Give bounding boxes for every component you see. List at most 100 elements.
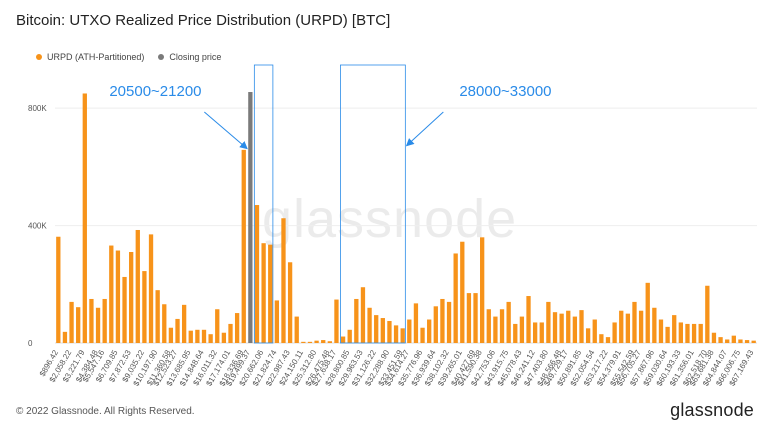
bar[interactable] [486,309,491,343]
bar[interactable] [499,309,505,343]
bar[interactable] [208,334,213,343]
bar[interactable] [638,310,644,343]
bar[interactable] [374,315,379,343]
bar[interactable] [62,331,68,343]
bar[interactable] [181,304,187,343]
bar[interactable] [129,252,134,343]
bar[interactable] [493,316,498,343]
bar[interactable] [281,218,286,343]
bar[interactable] [552,312,558,343]
bar[interactable] [393,325,399,343]
bar[interactable] [294,316,299,343]
bar[interactable] [195,329,200,343]
bar[interactable] [665,326,670,343]
bar[interactable] [605,337,611,343]
bar[interactable] [698,323,703,343]
bar[interactable] [433,306,438,343]
bar[interactable] [625,313,631,343]
bar[interactable] [731,335,736,343]
bar[interactable] [526,296,531,343]
bar[interactable] [82,93,87,343]
bar[interactable] [314,340,319,343]
bar[interactable] [632,301,637,343]
bar[interactable] [109,245,114,343]
bar[interactable] [122,276,127,343]
bar[interactable] [566,310,571,343]
bar[interactable] [678,322,683,343]
glassnode-logo[interactable]: glassnode [670,400,754,420]
bar[interactable] [268,244,273,343]
bar[interactable] [327,341,332,343]
bar[interactable] [155,290,160,343]
bar[interactable] [407,319,412,343]
bar[interactable] [658,319,664,343]
bar[interactable] [188,330,193,343]
bar[interactable] [592,319,597,343]
bar[interactable] [738,339,743,343]
bar[interactable] [480,237,485,343]
bar[interactable] [585,328,591,343]
bar[interactable] [532,322,538,343]
bar[interactable] [307,341,313,343]
bar[interactable] [685,323,690,343]
bar[interactable] [135,229,140,343]
bar[interactable] [705,285,710,343]
bar[interactable] [354,298,359,343]
bar[interactable] [321,340,326,343]
bar[interactable] [254,205,260,343]
bar[interactable] [725,339,730,343]
legend-item-urpd[interactable]: URPD (ATH-Partitioned) [36,52,144,62]
bar[interactable] [652,307,657,343]
bar[interactable] [301,341,306,343]
bar[interactable] [466,293,472,343]
bar[interactable] [718,337,723,343]
bar[interactable] [420,327,425,343]
bar[interactable] [274,300,280,343]
bar[interactable] [367,307,372,343]
bar[interactable] [691,323,697,343]
bar[interactable] [427,319,432,343]
bar[interactable] [347,329,352,343]
bar[interactable] [201,329,207,343]
bar[interactable] [711,332,717,343]
bar[interactable] [115,250,121,343]
bar[interactable] [744,340,750,343]
bar[interactable] [340,336,346,343]
bar[interactable] [506,301,511,343]
bar[interactable] [168,327,174,343]
bar[interactable] [579,310,584,343]
bar[interactable] [380,318,385,343]
bar[interactable] [546,301,551,343]
bar[interactable] [69,301,74,343]
bar[interactable] [539,322,544,343]
legend-item-closing-price[interactable]: Closing price [158,52,221,62]
bar[interactable] [612,322,617,343]
bar[interactable] [599,334,604,343]
bar[interactable] [440,298,445,343]
bar[interactable] [234,313,240,343]
bar[interactable] [460,241,465,343]
bar[interactable] [619,310,624,343]
bar[interactable] [162,304,167,343]
bar[interactable] [148,234,154,343]
bar[interactable] [89,298,94,343]
bar[interactable] [215,309,220,343]
bar[interactable] [142,271,147,343]
bar[interactable] [473,293,478,343]
bar[interactable] [413,303,419,343]
bar[interactable] [76,307,81,343]
bar[interactable] [446,301,452,343]
bar[interactable] [387,320,392,343]
bar[interactable] [221,332,227,343]
bar[interactable] [400,328,405,343]
bar[interactable] [513,323,518,343]
bar[interactable] [241,149,246,343]
bar[interactable] [287,262,293,343]
bar[interactable] [334,299,339,343]
bar[interactable] [95,307,101,343]
bar[interactable] [102,298,107,343]
bar[interactable] [228,323,233,343]
bar[interactable] [672,315,677,343]
bar[interactable] [519,316,525,343]
bar[interactable] [453,253,458,343]
